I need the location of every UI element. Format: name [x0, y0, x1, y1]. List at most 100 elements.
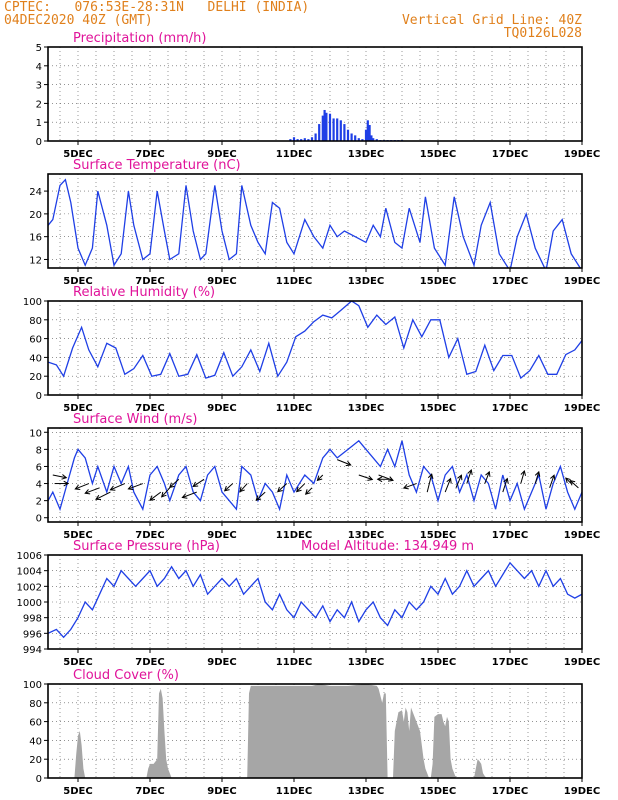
wind-arrow-shaft [110, 483, 125, 491]
wind-arrow-head [84, 489, 91, 495]
y-tick-label: 1004 [17, 567, 42, 578]
x-tick-label: 15DEC [420, 786, 456, 797]
precip-bar [343, 124, 346, 141]
precip-bar [310, 137, 314, 141]
header-grid-note: Vertical Grid Line: 40Z [401, 13, 582, 28]
wind-arrow-head [457, 474, 463, 481]
x-tick-label: 7DEC [135, 786, 164, 797]
y-tick-label: 1002 [17, 582, 42, 593]
precip-bar [300, 139, 303, 141]
x-tick-label: 11DEC [276, 786, 312, 797]
y-tick-label: 0 [36, 774, 42, 785]
x-tick-label: 13DEC [348, 276, 384, 287]
wind-arrow-shaft [569, 480, 579, 489]
header-code: TQ0126L028 [503, 26, 582, 41]
x-tick-label: 11DEC [276, 403, 312, 414]
wind-arrow-head [277, 486, 283, 493]
x-tick-label: 9DEC [207, 786, 236, 797]
wind-arrow-shaft [128, 483, 143, 490]
wind-arrow-head [387, 476, 394, 482]
y-tick-label: 8 [36, 445, 42, 456]
precip-bar [325, 112, 328, 141]
wind-arrow-head [304, 489, 311, 495]
precip-bar [350, 133, 353, 141]
wind-arrow-head [61, 474, 68, 480]
wind-arrow-head [255, 495, 262, 501]
x-tick-label: 13DEC [348, 530, 384, 541]
wind-arrow-head [74, 484, 81, 491]
press-annotation: Model Altitude: 134.949 m [301, 539, 474, 554]
precip-bar [321, 115, 324, 141]
wind-arrow-shaft [549, 475, 555, 488]
x-tick-label: 7DEC [135, 403, 164, 414]
x-tick-label: 11DEC [276, 657, 312, 668]
wind-arrow-head [109, 485, 116, 491]
precip-bar [354, 135, 357, 141]
x-tick-label: 5DEC [63, 786, 92, 797]
x-tick-label: 15DEC [420, 403, 456, 414]
y-tick-label: 100 [23, 297, 42, 308]
wind-arrow-head [181, 493, 188, 499]
x-tick-label: 13DEC [348, 403, 384, 414]
y-tick-label: 5 [36, 43, 42, 54]
x-tick-label: 17DEC [492, 403, 528, 414]
precip-bar [375, 139, 378, 141]
wind-arrow-shaft [484, 471, 490, 484]
wind-arrow-shaft [466, 469, 472, 484]
wind-arrow-head [467, 469, 473, 476]
precip-bar [307, 139, 310, 141]
x-tick-label: 13DEC [348, 657, 384, 668]
wind-arrow-head [127, 484, 134, 491]
y-tick-label: 2 [36, 497, 42, 508]
x-tick-label: 17DEC [492, 149, 528, 160]
wind-arrow-shaft [534, 471, 540, 484]
x-tick-label: 19DEC [564, 149, 600, 160]
y-tick-label: 100 [23, 680, 42, 691]
y-tick-label: 6 [36, 462, 42, 473]
precip-bar [328, 113, 332, 141]
wind-arrow-head [367, 475, 374, 481]
y-tick-label: 1006 [17, 551, 42, 562]
wind-arrow-shaft [149, 491, 162, 501]
y-tick-label: 24 [29, 187, 42, 198]
x-tick-label: 9DEC [207, 530, 236, 541]
y-tick-label: 1 [36, 118, 42, 129]
y-tick-label: 40 [29, 353, 42, 364]
wind-arrow-shaft [255, 491, 266, 501]
wind-arrow-head [63, 480, 70, 487]
wind-arrow-head [550, 474, 556, 481]
wind-title: Surface Wind (m/s) [73, 412, 197, 427]
wind-arrow-shaft [52, 474, 67, 479]
precip-title: Precipitation (mm/h) [73, 31, 206, 46]
wind-arrow-head [239, 486, 245, 493]
y-tick-label: 996 [23, 629, 42, 640]
precip-bar [292, 137, 296, 141]
y-tick-label: 12 [29, 255, 42, 266]
panel-frame [47, 173, 583, 269]
wind-arrow-head [402, 483, 409, 490]
x-tick-label: 5DEC [63, 657, 92, 668]
y-tick-label: 994 [23, 645, 42, 656]
x-tick-label: 15DEC [420, 657, 456, 668]
x-tick-label: 9DEC [207, 149, 236, 160]
precip-bar [323, 109, 326, 141]
panel-frame [47, 427, 583, 523]
y-tick-label: 0 [36, 391, 42, 402]
x-tick-label: 5DEC [63, 530, 92, 541]
precip-bar [296, 139, 299, 141]
temp-title: Surface Temperature (nC) [73, 158, 241, 173]
precip-bar [364, 129, 368, 141]
precip-bar [366, 120, 369, 141]
y-tick-label: 40 [29, 736, 42, 747]
y-tick-label: 20 [29, 210, 42, 221]
x-tick-label: 19DEC [564, 786, 600, 797]
wind-arrow-shaft [161, 487, 171, 498]
wind-arrow-head [565, 477, 571, 484]
x-tick-label: 7DEC [135, 657, 164, 668]
y-tick-label: 4 [36, 480, 42, 491]
temp-series-line [48, 178, 581, 268]
rh-title: Relative Humidity (%) [73, 285, 215, 300]
x-tick-label: 17DEC [492, 657, 528, 668]
x-tick-label: 5DEC [63, 276, 92, 287]
